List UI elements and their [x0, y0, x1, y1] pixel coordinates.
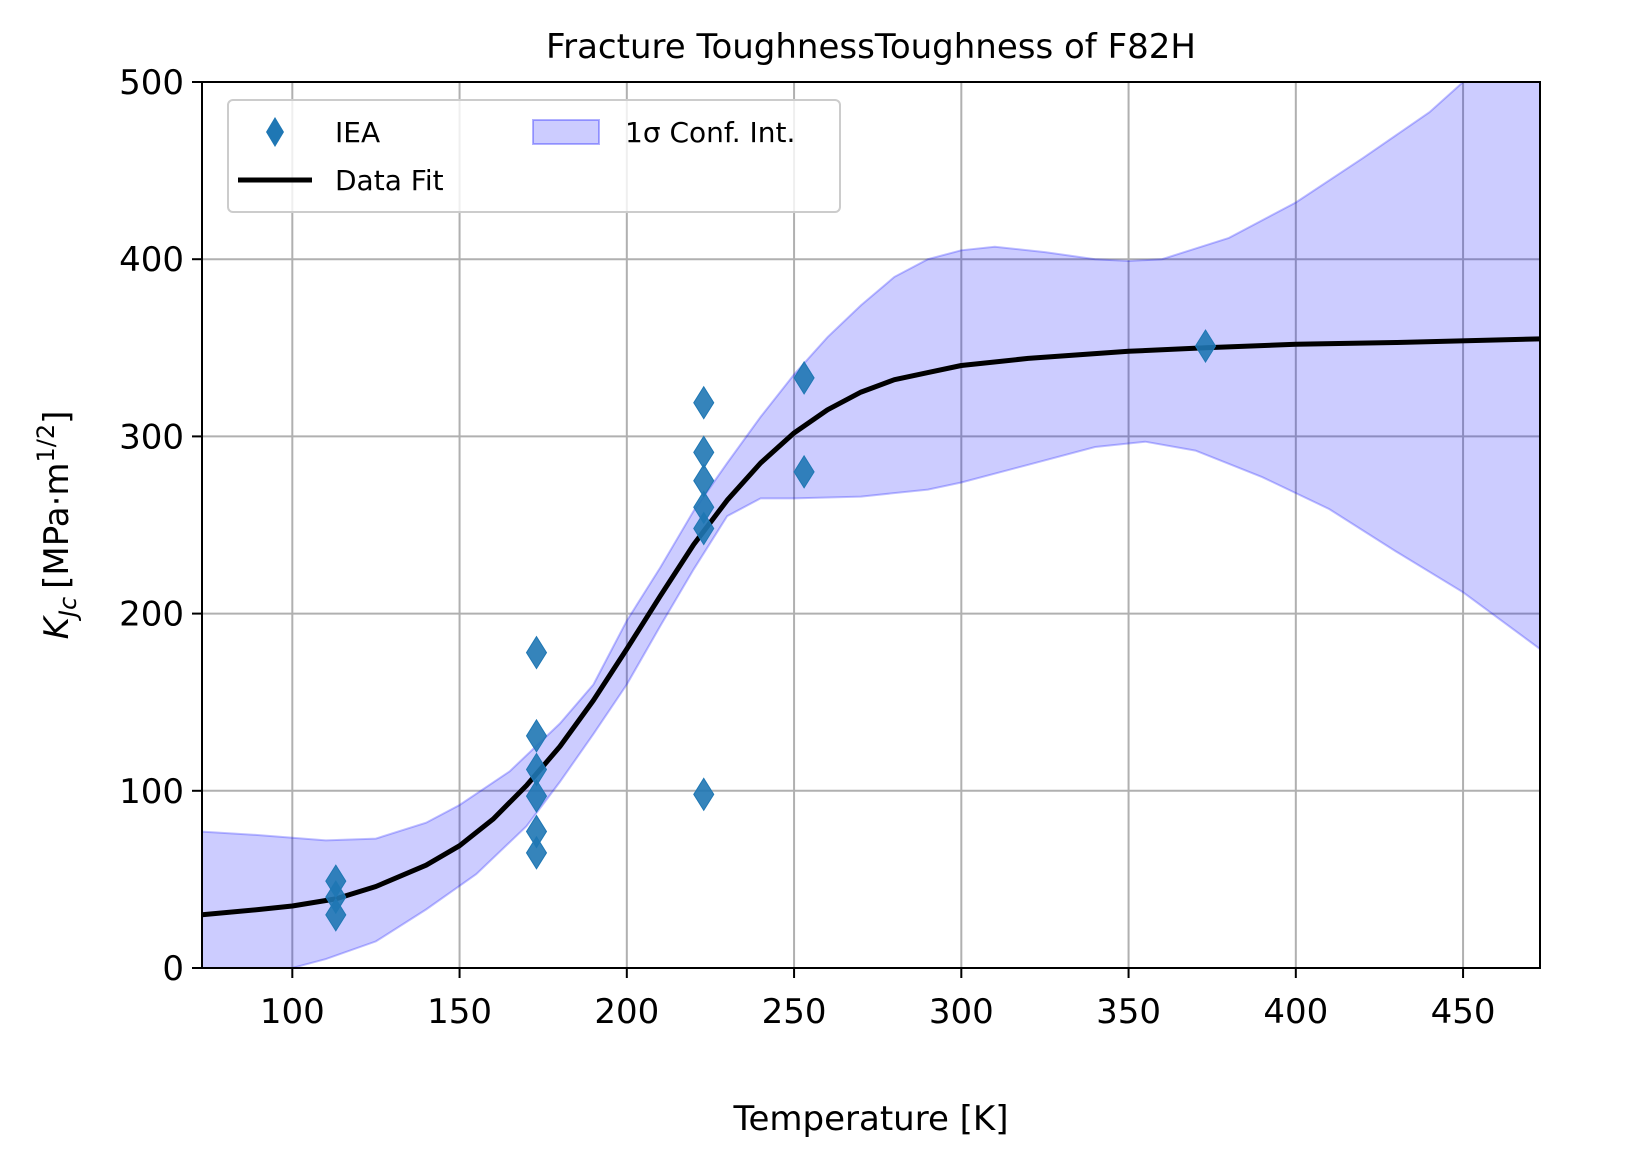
- legend: IEA Data Fit 1σ Conf. Int.: [227, 99, 841, 213]
- legend-iea-label: IEA: [335, 116, 380, 149]
- y-axis-label-sup: 1/2: [32, 424, 60, 463]
- x-tick-label: 450: [1431, 992, 1496, 1032]
- x-tick-label: 250: [762, 992, 827, 1032]
- x-tick-label: 300: [929, 992, 994, 1032]
- y-tick-label: 500: [119, 63, 184, 103]
- iea-data-point: [325, 897, 347, 932]
- y-tick-label: 0: [162, 949, 184, 989]
- legend-fit-label: Data Fit: [335, 164, 444, 197]
- y-tick-label: 300: [119, 417, 184, 457]
- x-tick-label: 350: [1096, 992, 1161, 1032]
- y-tick-label: 400: [119, 240, 184, 280]
- y-axis-ticks: 0 100 200 300 400 500: [119, 63, 202, 989]
- iea-data-point: [693, 777, 715, 812]
- iea-data-point: [793, 360, 815, 395]
- legend-iea-marker: [266, 117, 284, 147]
- iea-data-point: [1194, 329, 1217, 363]
- iea-data-point: [525, 635, 548, 670]
- y-axis-label-close: ]: [37, 411, 77, 424]
- x-tick-label: 150: [427, 992, 492, 1032]
- iea-data-point: [525, 718, 548, 753]
- y-axis-label-sub: Jc: [54, 597, 82, 621]
- y-tick-label: 100: [119, 772, 184, 812]
- iea-points-layer: [325, 329, 1217, 932]
- x-tick-label: 100: [260, 992, 325, 1032]
- x-tick-label: 400: [1263, 992, 1328, 1032]
- legend-box: [227, 99, 841, 213]
- y-axis-label: KJc [MPa·m1/2]: [32, 411, 82, 640]
- y-axis-label-base: K: [37, 614, 77, 639]
- plot-frame: [201, 81, 1541, 969]
- iea-data-point: [525, 835, 548, 870]
- x-axis-ticks: 100 150 200 250 300 350 400 450: [260, 968, 1496, 1032]
- x-axis-label: Temperature [K]: [732, 1099, 1008, 1139]
- iea-data-point: [525, 779, 548, 814]
- iea-data-point: [793, 454, 815, 489]
- iea-data-point: [693, 511, 715, 546]
- y-axis-label-units: [MPa·m: [37, 462, 77, 588]
- legend-band-label: 1σ Conf. Int.: [625, 116, 795, 149]
- y-tick-label: 200: [119, 595, 184, 635]
- chart-title: Fracture ToughnessToughness of F82H: [546, 27, 1196, 67]
- x-tick-label: 200: [594, 992, 659, 1032]
- legend-band-patch: [532, 119, 600, 145]
- iea-data-point: [693, 385, 715, 420]
